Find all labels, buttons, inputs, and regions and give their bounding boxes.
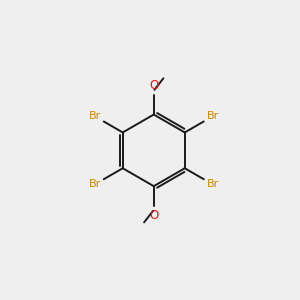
Text: Br: Br <box>88 179 101 189</box>
Text: Br: Br <box>88 111 101 121</box>
Text: Br: Br <box>207 111 219 121</box>
Text: Br: Br <box>207 179 219 189</box>
Text: O: O <box>149 79 158 92</box>
Text: O: O <box>149 209 158 222</box>
